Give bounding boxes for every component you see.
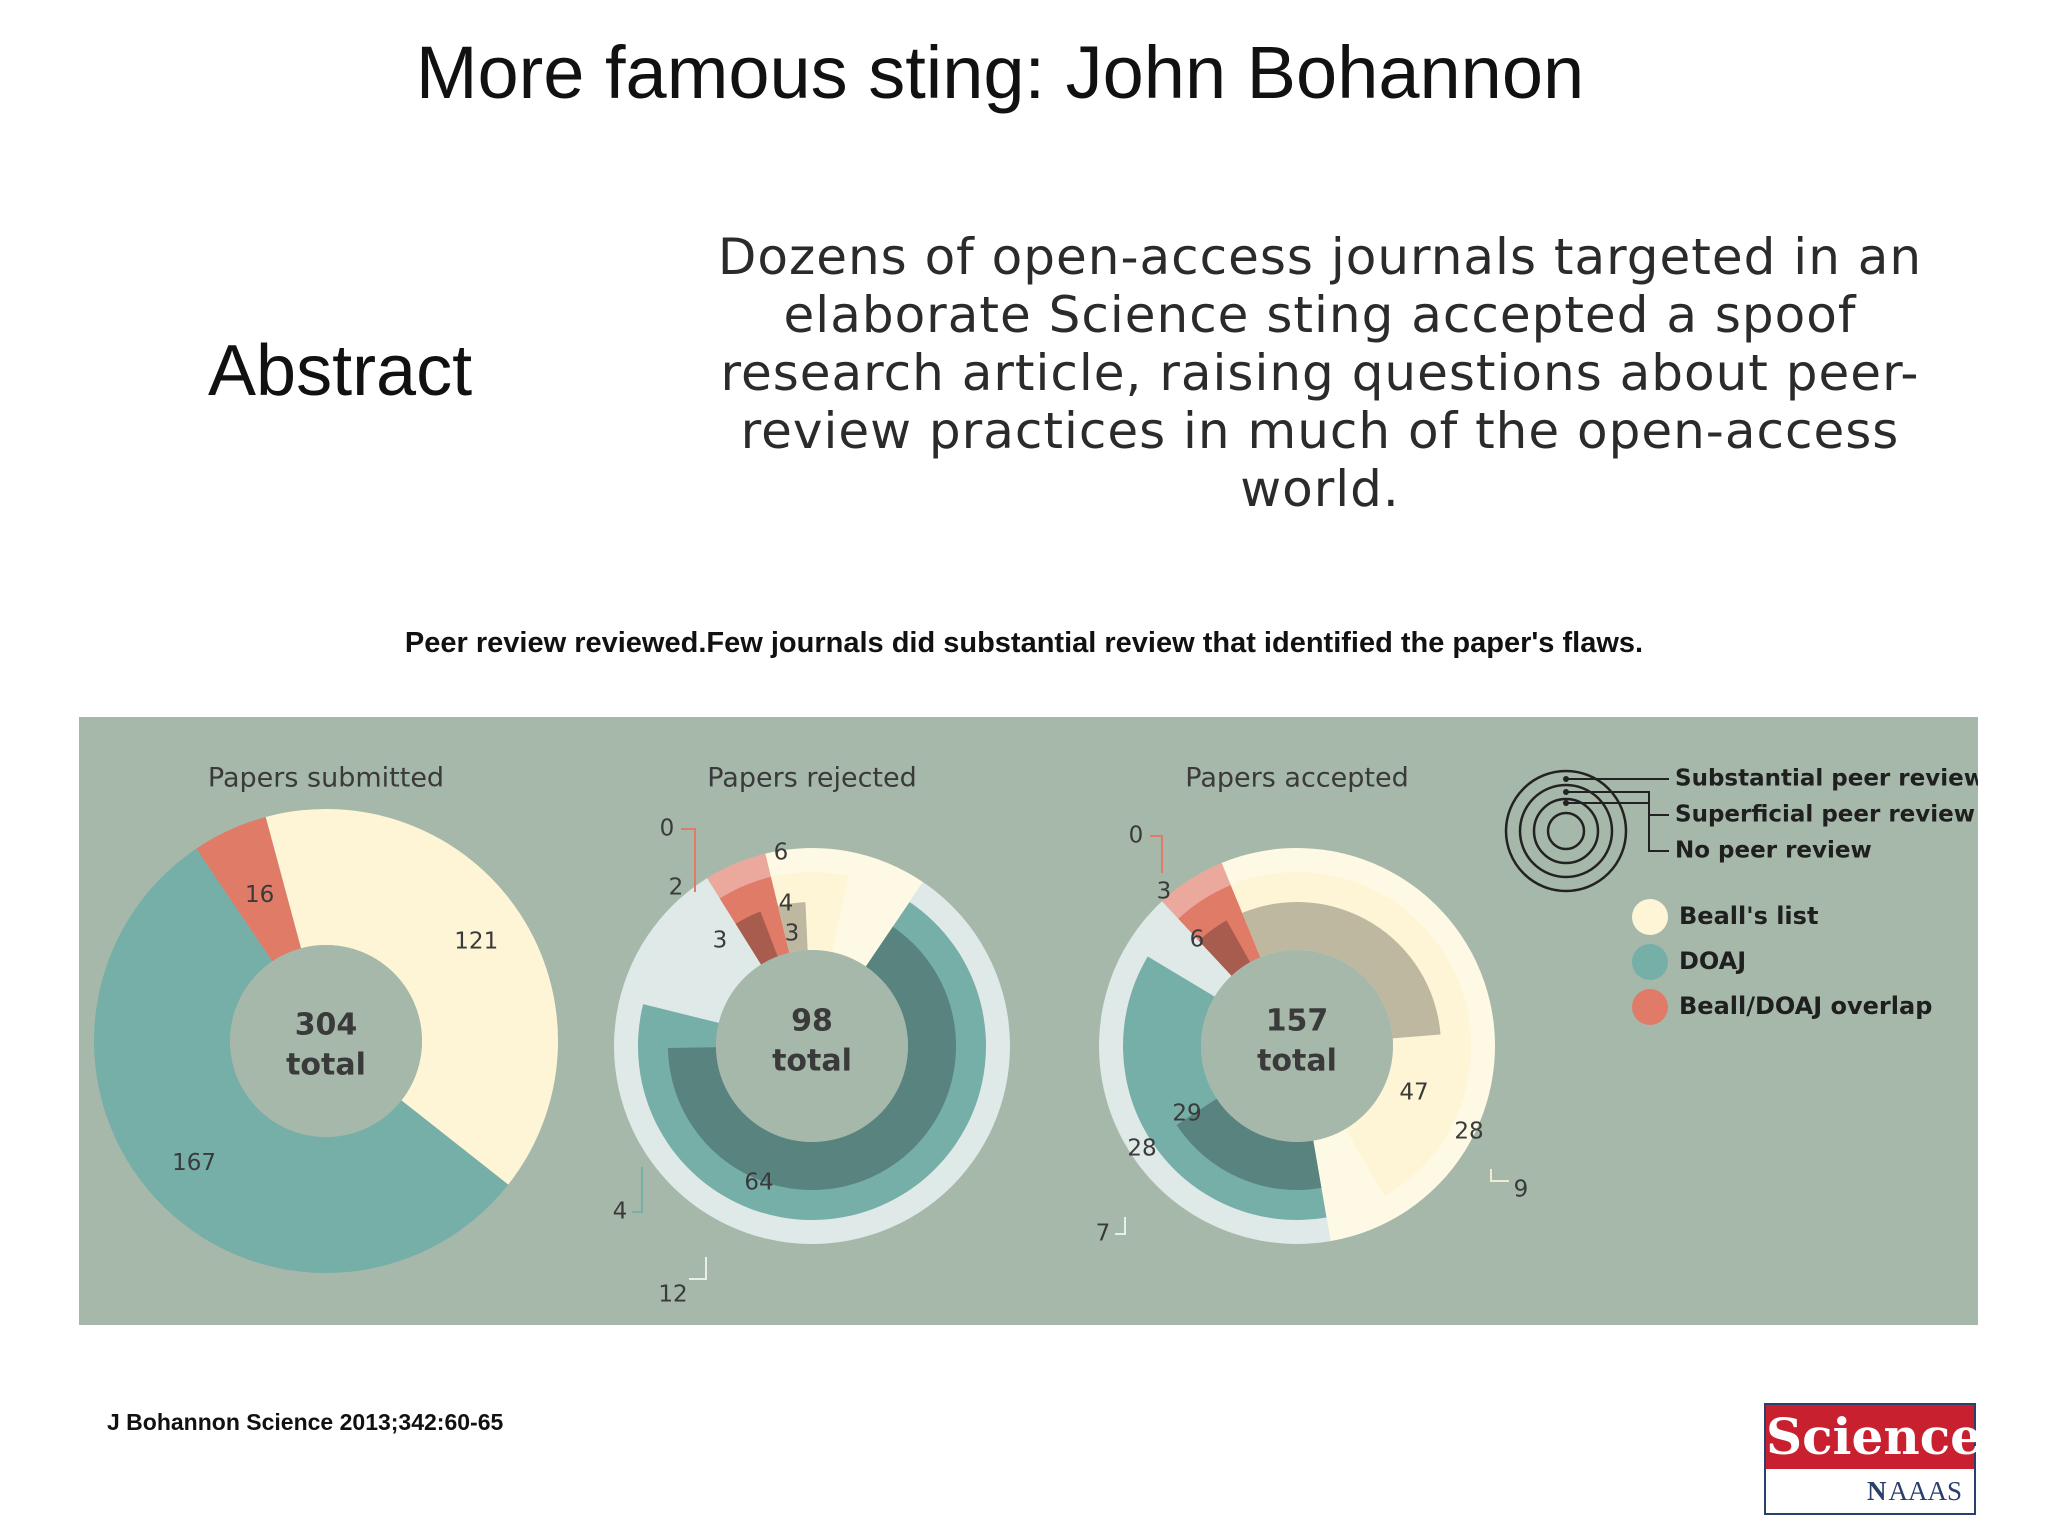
legend-ring-1 [1518,783,1614,879]
legend-dot-2 [1563,800,1569,806]
label-accepted-substantial-doaj: 7 [1096,1221,1111,1247]
title-rejected: Papers rejected [707,763,917,794]
legend-swatch-2 [1632,989,1668,1025]
label-accepted-superficial-doaj: 28 [1127,1136,1156,1162]
label-submitted-beall-doaj-overlap: 16 [245,882,274,908]
leader-rejected-substantial-doaj [689,1257,707,1280]
slide-title: More famous sting: John Bohannon [415,31,1585,114]
aaas-logo-line: NAAAS [1766,1469,1974,1513]
ring-rejected-none-beall-doaj-overlap [735,911,778,965]
label-accepted-superficial-bealls: 28 [1454,1119,1483,1145]
citation: J Bohannon Science 2013;342:60-65 [107,1409,504,1435]
science-logo-word: Science [1766,1405,1982,1469]
ring-rejected-none-beall-s-list [778,902,808,953]
legend-category-2: Beall/DOAJ overlap [1679,992,1932,1020]
legend-level-0: Substantial peer review [1675,766,1978,792]
total-submitted: 304 [295,1008,358,1043]
label-rejected-substantial-bealls: 6 [774,840,789,866]
label-rejected-substantial-doaj: 12 [658,1282,687,1308]
aaas-logo-text: AAAS [1888,1476,1962,1506]
legend-ring-0 [1504,769,1628,893]
total-accepted: 157 [1266,1004,1329,1039]
center-submitted [230,945,422,1137]
legend-swatch-1 [1632,944,1668,980]
peer-review-figure: 16 121 167 Papers submitted 304 total Papers r… [79,717,1978,1325]
abstract-label: Abstract [208,331,473,411]
label-rejected-none-overlap: 3 [713,928,728,954]
center-accepted [1201,950,1393,1142]
title-submitted: Papers submitted [208,763,444,794]
legend-category-1: DOAJ [1679,947,1746,975]
slice-submitted-doaj [93,848,509,1273]
total-label-submitted: total [286,1048,366,1083]
legend-dot-1 [1563,789,1569,795]
legend-ring-2 [1532,797,1600,865]
legend-level-2: No peer review [1675,838,1872,864]
leader-accepted-substantial-overlap [1150,835,1163,873]
label-rejected-superficial-doaj: 4 [613,1199,628,1225]
aaas-mark-icon: N [1866,1476,1887,1506]
total-label-rejected: total [772,1044,852,1079]
center-rejected [716,950,908,1142]
science-aaas-logo: Science NAAAS [1764,1403,1982,1515]
leader-rejected-superficial-doaj [632,1167,643,1213]
label-accepted-none-doaj: 29 [1172,1101,1201,1127]
label-rejected-superficial-overlap: 2 [669,875,684,901]
legend-leader-2 [1566,802,1669,852]
label-submitted-beall-s-list: 121 [454,928,498,954]
abstract-text: Dozens of open-access journals targeted … [717,228,1923,518]
ring-accepted-none-beall-doaj-overlap [1198,920,1251,976]
legend-swatch-0 [1632,899,1668,935]
legend-dot-0 [1563,776,1569,782]
legend-level-1: Superficial peer review [1675,802,1975,828]
label-rejected-none-doaj: 64 [744,1170,773,1196]
label-submitted-doaj: 167 [172,1150,216,1176]
leader-accepted-substantial-bealls [1490,1169,1509,1182]
ring-rejected-none-doaj [668,926,956,1190]
figure-caption: Peer review reviewed.Few journals did su… [404,627,1644,659]
ring-accepted-none-doaj [1176,1098,1322,1190]
total-rejected: 98 [791,1004,833,1039]
label-accepted-none-overlap: 6 [1190,927,1205,953]
leader-rejected-substantial-overlap [681,828,696,892]
label-rejected-superficial-bealls: 4 [779,891,794,917]
label-accepted-substantial-overlap: 0 [1129,823,1144,849]
label-rejected-substantial-overlap: 0 [660,816,675,842]
label-accepted-superficial-overlap: 3 [1157,879,1172,905]
legend-ring-3 [1546,811,1586,851]
title-accepted: Papers accepted [1185,763,1408,794]
legend-category-0: Beall's list [1679,902,1818,930]
slice-submitted-beall-s-list [265,809,558,1185]
label-accepted-none-bealls: 47 [1399,1080,1428,1106]
leader-accepted-substantial-doaj [1115,1217,1126,1235]
slice-submitted-beall-doaj-overlap [196,816,302,962]
ring-accepted-superficial-beall-s-list [1230,871,1472,1197]
ring-accepted-none-beall-s-list [1242,902,1441,1039]
total-label-accepted: total [1257,1044,1337,1079]
label-accepted-substantial-bealls: 9 [1514,1177,1529,1203]
label-rejected-none-bealls: 3 [785,921,800,947]
